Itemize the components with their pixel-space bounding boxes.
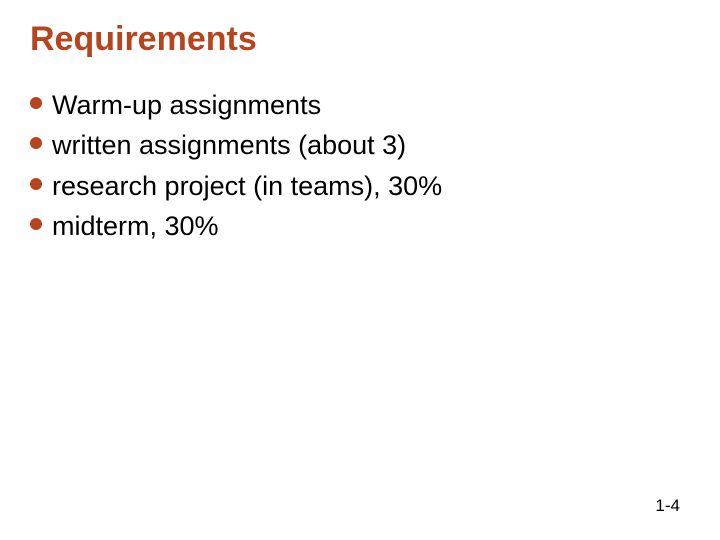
slide: Requirements Warm-up assignments written … xyxy=(0,0,720,540)
bullet-item: research project (in teams), 30% xyxy=(30,168,690,204)
bullet-text: Warm-up assignments xyxy=(52,87,321,123)
bullet-dot-icon xyxy=(30,97,42,109)
bullet-dot-icon xyxy=(30,137,42,149)
bullet-text: midterm, 30% xyxy=(52,208,219,244)
slide-number: 1-4 xyxy=(655,496,680,516)
bullet-item: written assignments (about 3) xyxy=(30,127,690,163)
bullet-list: Warm-up assignments written assignments (… xyxy=(30,87,690,245)
slide-title: Requirements xyxy=(30,20,690,59)
bullet-dot-icon xyxy=(30,178,42,190)
bullet-text: research project (in teams), 30% xyxy=(52,168,442,204)
bullet-text: written assignments (about 3) xyxy=(52,127,406,163)
bullet-item: midterm, 30% xyxy=(30,208,690,244)
bullet-dot-icon xyxy=(30,218,42,230)
bullet-item: Warm-up assignments xyxy=(30,87,690,123)
